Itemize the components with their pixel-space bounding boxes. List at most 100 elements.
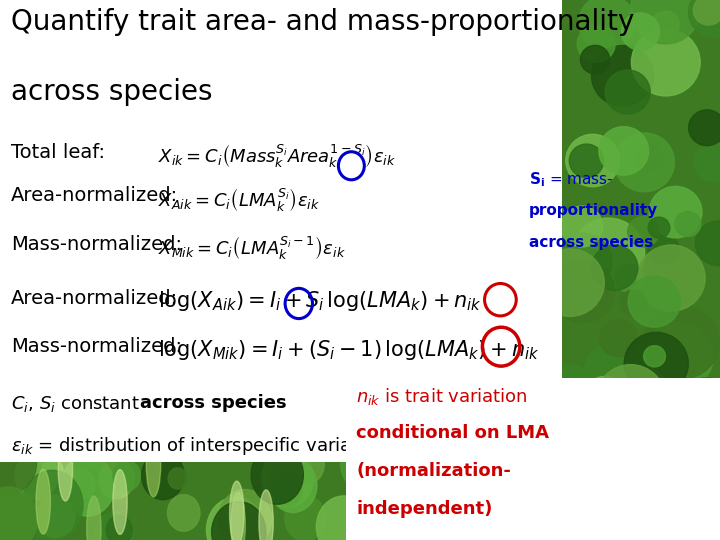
Ellipse shape <box>688 0 720 37</box>
Ellipse shape <box>375 483 397 508</box>
Ellipse shape <box>549 432 623 504</box>
Ellipse shape <box>285 495 325 540</box>
FancyBboxPatch shape <box>562 0 720 540</box>
Text: across species: across species <box>11 78 212 106</box>
Ellipse shape <box>418 449 467 504</box>
Ellipse shape <box>596 382 674 457</box>
Ellipse shape <box>621 290 647 315</box>
Ellipse shape <box>580 45 610 74</box>
Ellipse shape <box>572 446 600 474</box>
Ellipse shape <box>561 206 603 247</box>
Ellipse shape <box>644 346 665 367</box>
Ellipse shape <box>107 516 132 540</box>
Ellipse shape <box>259 490 274 540</box>
Ellipse shape <box>669 504 715 540</box>
Ellipse shape <box>625 369 679 422</box>
Ellipse shape <box>572 218 644 289</box>
Ellipse shape <box>154 460 181 490</box>
Ellipse shape <box>142 451 184 500</box>
Ellipse shape <box>113 470 127 535</box>
Ellipse shape <box>466 512 491 540</box>
Ellipse shape <box>621 13 660 50</box>
Ellipse shape <box>42 458 63 482</box>
Ellipse shape <box>614 133 675 192</box>
Ellipse shape <box>273 474 302 507</box>
Ellipse shape <box>592 45 654 106</box>
Ellipse shape <box>628 276 680 327</box>
Ellipse shape <box>95 512 133 540</box>
Text: conditional on LMA: conditional on LMA <box>356 424 549 442</box>
Ellipse shape <box>535 249 604 316</box>
Ellipse shape <box>387 474 443 537</box>
Text: $\varepsilon_{ik}$ = distribution of interspecific variation: $\varepsilon_{ik}$ = distribution of int… <box>11 435 385 457</box>
Ellipse shape <box>425 442 483 507</box>
Text: $X_{ik} = C_i\left(Mass_k^{S_i}Area_k^{1-S_i}\right)\varepsilon_{ik}$: $X_{ik} = C_i\left(Mass_k^{S_i}Area_k^{1… <box>158 143 396 170</box>
Ellipse shape <box>647 234 679 265</box>
Ellipse shape <box>675 211 701 237</box>
Ellipse shape <box>603 388 640 424</box>
Text: Area-normalized:: Area-normalized: <box>11 289 178 308</box>
Ellipse shape <box>596 364 665 431</box>
Ellipse shape <box>632 512 679 540</box>
Ellipse shape <box>58 436 73 501</box>
Ellipse shape <box>605 70 650 114</box>
Ellipse shape <box>631 29 700 96</box>
Ellipse shape <box>218 489 271 540</box>
Ellipse shape <box>578 0 635 50</box>
Ellipse shape <box>113 461 140 491</box>
Ellipse shape <box>521 441 562 486</box>
Ellipse shape <box>377 493 425 540</box>
Ellipse shape <box>660 506 707 540</box>
Ellipse shape <box>553 233 612 291</box>
Ellipse shape <box>528 365 606 441</box>
Ellipse shape <box>0 487 37 540</box>
Text: $\log(X_{Aik}) = I_i + S_i\,\log(LMA_k) + n_{ik}$: $\log(X_{Aik}) = I_i + S_i\,\log(LMA_k) … <box>158 289 482 313</box>
Ellipse shape <box>600 320 638 357</box>
Text: Total leaf:: Total leaf: <box>11 143 105 162</box>
Ellipse shape <box>516 476 575 540</box>
Ellipse shape <box>652 11 679 38</box>
Ellipse shape <box>608 484 680 540</box>
Ellipse shape <box>289 445 324 484</box>
Ellipse shape <box>37 495 75 537</box>
Ellipse shape <box>634 144 663 172</box>
Ellipse shape <box>688 110 720 146</box>
Ellipse shape <box>694 143 720 181</box>
FancyBboxPatch shape <box>346 378 720 540</box>
FancyBboxPatch shape <box>0 462 562 540</box>
Ellipse shape <box>22 470 83 539</box>
Ellipse shape <box>682 378 720 423</box>
Text: proportionality: proportionality <box>529 202 659 218</box>
Ellipse shape <box>637 245 705 311</box>
Text: across species: across species <box>140 394 287 412</box>
Ellipse shape <box>615 264 644 292</box>
Ellipse shape <box>341 433 395 494</box>
Ellipse shape <box>86 496 101 540</box>
Ellipse shape <box>624 332 688 395</box>
Ellipse shape <box>628 217 659 247</box>
Text: Mass-normalized:: Mass-normalized: <box>11 235 181 254</box>
Ellipse shape <box>15 451 58 500</box>
Ellipse shape <box>68 469 95 500</box>
Ellipse shape <box>269 459 317 512</box>
Ellipse shape <box>316 496 372 540</box>
Ellipse shape <box>74 469 102 501</box>
Ellipse shape <box>509 505 554 540</box>
Ellipse shape <box>262 449 313 507</box>
Text: $\mathbf{S_i}$ = mass-: $\mathbf{S_i}$ = mass- <box>529 170 613 189</box>
Text: $C_i$, $S_i$ constant: $C_i$, $S_i$ constant <box>11 394 140 414</box>
Ellipse shape <box>687 487 720 536</box>
Ellipse shape <box>549 445 602 496</box>
Ellipse shape <box>649 186 702 238</box>
Ellipse shape <box>60 456 114 516</box>
Text: $n_{ik}$ is trait variation: $n_{ik}$ is trait variation <box>356 386 528 407</box>
Ellipse shape <box>584 341 653 408</box>
Text: Area-normalized:: Area-normalized: <box>11 186 178 205</box>
Ellipse shape <box>577 25 615 62</box>
Ellipse shape <box>212 502 266 540</box>
Ellipse shape <box>584 507 613 536</box>
Text: $X_{Mik} = C_i\left(LMA_k^{S_i-1}\right)\varepsilon_{ik}$: $X_{Mik} = C_i\left(LMA_k^{S_i-1}\right)… <box>158 235 346 262</box>
Text: $\log(X_{Mik}) = I_i + (S_i - 1)\,\log(LMA_k) + n_{ik}$: $\log(X_{Mik}) = I_i + (S_i - 1)\,\log(L… <box>158 338 540 361</box>
Ellipse shape <box>581 447 624 490</box>
Ellipse shape <box>599 126 649 175</box>
